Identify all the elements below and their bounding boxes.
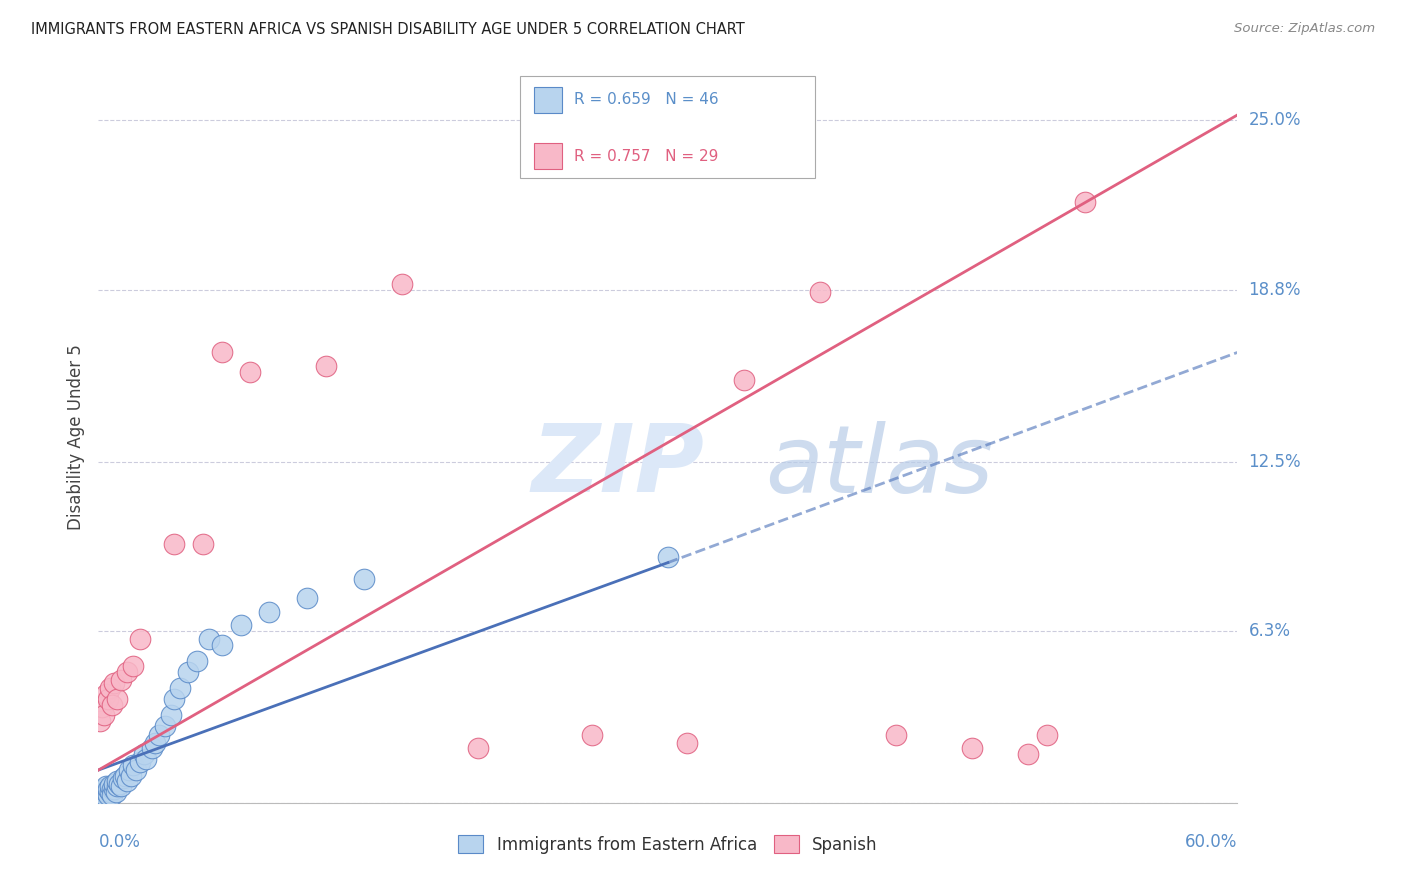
Point — [89, 714, 111, 728]
Text: 6.3%: 6.3% — [1249, 622, 1291, 640]
Point — [104, 785, 127, 799]
Point — [129, 632, 152, 646]
Point — [657, 550, 679, 565]
Point — [98, 681, 121, 695]
Point — [112, 771, 135, 785]
Point — [93, 788, 115, 802]
Point — [186, 654, 208, 668]
Text: Source: ZipAtlas.com: Source: ZipAtlas.com — [1234, 22, 1375, 36]
Point — [108, 777, 131, 791]
Point — [115, 665, 138, 679]
Point — [391, 277, 413, 292]
Text: 12.5%: 12.5% — [1249, 452, 1301, 471]
Point — [91, 785, 114, 799]
Text: 0.0%: 0.0% — [98, 833, 141, 851]
Point — [211, 345, 233, 359]
Point — [141, 741, 163, 756]
Point — [211, 638, 233, 652]
Point — [353, 572, 375, 586]
Point — [103, 675, 125, 690]
Point — [808, 285, 831, 300]
Point — [98, 785, 121, 799]
Point — [91, 788, 114, 802]
Point — [132, 747, 155, 761]
Point — [118, 763, 141, 777]
Point — [297, 591, 319, 606]
Point — [107, 774, 129, 789]
Point — [103, 777, 125, 791]
Text: R = 0.757   N = 29: R = 0.757 N = 29 — [574, 149, 718, 163]
Point — [884, 728, 907, 742]
Point — [94, 780, 117, 794]
Point — [114, 768, 136, 782]
Point — [191, 536, 214, 550]
Point — [110, 780, 132, 794]
Text: atlas: atlas — [765, 421, 993, 512]
Point — [97, 692, 120, 706]
Text: R = 0.659   N = 46: R = 0.659 N = 46 — [574, 93, 718, 107]
Point — [115, 774, 138, 789]
Point — [98, 780, 121, 794]
Point — [103, 782, 125, 797]
Point — [229, 618, 252, 632]
Point — [120, 768, 142, 782]
Point — [125, 763, 148, 777]
Text: IMMIGRANTS FROM EASTERN AFRICA VS SPANISH DISABILITY AGE UNDER 5 CORRELATION CHA: IMMIGRANTS FROM EASTERN AFRICA VS SPANIS… — [31, 22, 745, 37]
Point — [100, 782, 122, 797]
Point — [107, 692, 129, 706]
Point — [163, 536, 186, 550]
Point — [94, 687, 117, 701]
Text: 25.0%: 25.0% — [1249, 112, 1301, 129]
Point — [159, 708, 181, 723]
Point — [110, 673, 132, 687]
Point — [1036, 728, 1059, 742]
Point — [163, 692, 186, 706]
Point — [94, 785, 117, 799]
Point — [197, 632, 219, 646]
Point — [135, 752, 157, 766]
Point — [239, 365, 262, 379]
Point — [97, 782, 120, 797]
Point — [581, 728, 603, 742]
Legend: Immigrants from Eastern Africa, Spanish: Immigrants from Eastern Africa, Spanish — [451, 829, 884, 860]
Text: 18.8%: 18.8% — [1249, 281, 1301, 299]
Point — [148, 728, 170, 742]
Point — [121, 757, 143, 772]
Point — [733, 373, 755, 387]
Point — [97, 788, 120, 802]
Point — [100, 698, 122, 712]
Point — [467, 741, 489, 756]
Point — [676, 736, 699, 750]
Point — [960, 741, 983, 756]
Point — [91, 700, 114, 714]
Point — [153, 719, 176, 733]
Point — [121, 659, 143, 673]
Point — [107, 780, 129, 794]
Point — [315, 359, 337, 373]
Point — [176, 665, 198, 679]
Point — [93, 782, 115, 797]
Point — [100, 788, 122, 802]
Text: 60.0%: 60.0% — [1185, 833, 1237, 851]
Point — [129, 755, 152, 769]
Point — [1074, 195, 1097, 210]
Point — [89, 790, 111, 805]
Y-axis label: Disability Age Under 5: Disability Age Under 5 — [66, 344, 84, 530]
Text: ZIP: ZIP — [531, 420, 704, 512]
Point — [259, 605, 281, 619]
Point — [1018, 747, 1040, 761]
Point — [93, 708, 115, 723]
Point — [145, 736, 167, 750]
Point — [169, 681, 191, 695]
